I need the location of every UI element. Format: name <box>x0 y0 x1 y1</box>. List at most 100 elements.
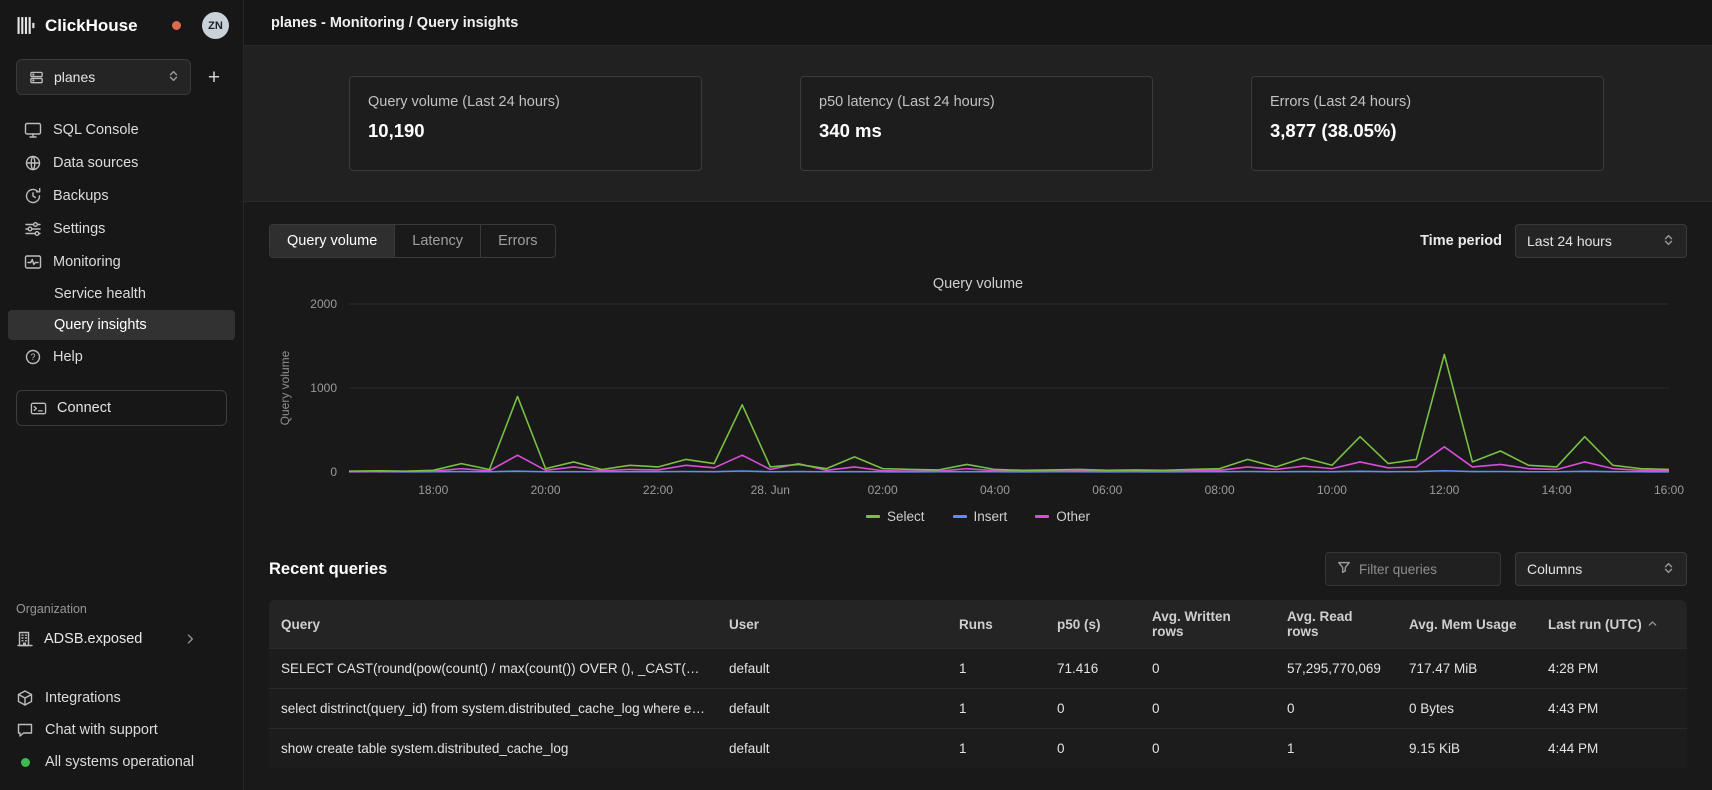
chart-title: Query volume <box>932 276 1024 292</box>
sidebar-item-query-insights[interactable]: Query insights <box>8 310 235 340</box>
sidebar-item-backups[interactable]: Backups <box>8 180 235 212</box>
cell-runs: 1 <box>947 648 1045 689</box>
sort-ascending-icon <box>1647 617 1658 632</box>
svg-text:Query volume: Query volume <box>278 350 292 425</box>
sidebar-item-label: Monitoring <box>53 254 121 270</box>
legend-swatch-insert <box>952 515 967 518</box>
svg-text:18:00: 18:00 <box>418 483 448 497</box>
stat-value: 340 ms <box>819 120 882 141</box>
filter-queries-input[interactable] <box>1359 561 1489 577</box>
tab-query-volume[interactable]: Query volume <box>270 225 396 257</box>
table-row[interactable]: SELECT CAST(round(pow(count() / max(coun… <box>269 648 1687 689</box>
table-row[interactable]: select distrinct(query_id) from system.d… <box>269 688 1687 729</box>
column-header-user[interactable]: User <box>717 600 947 649</box>
sidebar-item-label: Settings <box>53 221 106 237</box>
sidebar-item-service-health[interactable]: Service health <box>8 279 235 309</box>
legend-swatch-select <box>865 515 880 518</box>
sidebar-item-monitoring[interactable]: Monitoring <box>8 246 235 278</box>
stat-label: p50 latency (Last 24 hours) <box>819 94 995 110</box>
sidebar-item-integrations[interactable]: Integrations <box>0 682 243 714</box>
legend-label: Insert <box>973 509 1008 524</box>
recent-queries-tools: Columns <box>1325 552 1687 586</box>
legend-label: Other <box>1056 509 1091 524</box>
sidebar-item-settings[interactable]: Settings <box>8 213 235 245</box>
svg-text:1000: 1000 <box>310 381 337 395</box>
column-header-avg-read-rows[interactable]: Avg. Read rows <box>1275 600 1397 649</box>
sidebar-item-label: Backups <box>53 188 109 204</box>
column-header-runs[interactable]: Runs <box>947 600 1045 649</box>
time-period-control: Time period Last 24 hours <box>1420 224 1687 258</box>
stat-card-errors: Errors (Last 24 hours) 3,877 (38.05%) <box>1251 76 1604 171</box>
sidebar-item-data-sources[interactable]: Data sources <box>8 147 235 179</box>
sidebar-item-sql-console[interactable]: SQL Console <box>8 114 235 146</box>
data-sources-icon <box>24 154 42 172</box>
chevron-updown-icon <box>1662 233 1675 250</box>
recent-queries-section: Recent queries Columns <box>269 552 1687 768</box>
page-title: planes - Monitoring / Query insights <box>271 14 519 31</box>
legend-item-other: Other <box>1035 509 1090 524</box>
sidebar-item-chat-support[interactable]: Chat with support <box>0 714 243 746</box>
cell-query: SELECT CAST(round(pow(count() / max(coun… <box>269 648 717 689</box>
table-row[interactable]: show create table system.distributed_cac… <box>269 728 1687 768</box>
add-service-button[interactable]: + <box>199 61 229 93</box>
service-name: planes <box>54 69 96 85</box>
stats-band: Query volume (Last 24 hours) 10,190 p50 … <box>244 46 1712 202</box>
cell-last-run: 4:43 PM <box>1536 688 1687 729</box>
sidebar-item-label: All systems operational <box>45 754 195 770</box>
svg-text:20:00: 20:00 <box>531 483 561 497</box>
sidebar-footer: Integrations Chat with support All syste… <box>0 682 243 790</box>
service-row: planes + <box>0 49 243 103</box>
columns-select[interactable]: Columns <box>1515 552 1687 586</box>
cell-last-run: 4:44 PM <box>1536 728 1687 768</box>
stat-label: Errors (Last 24 hours) <box>1270 94 1412 110</box>
integrations-icon <box>16 689 34 707</box>
column-header-query[interactable]: Query <box>269 600 717 649</box>
svg-text:06:00: 06:00 <box>1092 483 1122 497</box>
tab-errors[interactable]: Errors <box>498 233 538 249</box>
organization-label: Organization <box>16 602 87 616</box>
backups-icon <box>24 187 42 205</box>
organization-name: ADSB.exposed <box>44 631 143 647</box>
main-area: planes - Monitoring / Query insights Que… <box>244 0 1712 790</box>
organization-item[interactable]: ADSB.exposed <box>0 624 243 654</box>
stat-label: Query volume (Last 24 hours) <box>368 94 560 110</box>
stat-card-query-volume: Query volume (Last 24 hours) 10,190 <box>349 76 702 171</box>
chart-section: Query volume 0 1000 2000 18:00 20:00 22:00 28.… <box>269 276 1687 524</box>
column-header-label: Last run (UTC) <box>1548 616 1642 632</box>
topbar: planes - Monitoring / Query insights <box>244 0 1712 46</box>
sidebar-item-label: Service health <box>54 286 146 302</box>
cell-avg-mem-usage: 717.47 MiB <box>1397 648 1536 689</box>
column-header-last-run[interactable]: Last run (UTC) <box>1536 600 1687 649</box>
service-selector[interactable]: planes <box>16 59 191 95</box>
table-header-row: Query User Runs p50 (s) Avg. Written row… <box>269 600 1687 649</box>
avatar[interactable]: ZN <box>202 12 229 39</box>
connect-button[interactable]: Connect <box>16 390 227 426</box>
column-header-avg-mem-usage[interactable]: Avg. Mem Usage <box>1397 600 1536 649</box>
stat-value: 10,190 <box>368 120 425 141</box>
time-period-select[interactable]: Last 24 hours <box>1515 224 1687 258</box>
sidebar-item-label: Integrations <box>45 690 121 706</box>
columns-label: Columns <box>1527 561 1583 577</box>
cell-avg-written-rows: 0 <box>1140 688 1275 729</box>
cell-query: select distrinct(query_id) from system.d… <box>269 688 717 729</box>
tab-latency[interactable]: Latency <box>395 225 482 257</box>
sidebar: ClickHouse ZN planes <box>0 0 244 790</box>
sidebar-item-help[interactable]: ? Help <box>8 341 235 373</box>
cell-avg-read-rows: 57,295,770,069 <box>1275 648 1397 689</box>
stat-card-p50-latency: p50 latency (Last 24 hours) 340 ms <box>800 76 1153 171</box>
svg-text:?: ? <box>30 352 35 362</box>
chevron-updown-icon <box>167 69 180 86</box>
column-header-p50[interactable]: p50 (s) <box>1045 600 1140 649</box>
clickhouse-logo-icon[interactable] <box>16 16 36 36</box>
sidebar-item-system-status[interactable]: All systems operational <box>0 746 243 778</box>
svg-text:28. Jun: 28. Jun <box>751 483 790 497</box>
cell-p50: 0 <box>1045 688 1140 729</box>
funnel-icon <box>1337 560 1351 579</box>
cell-avg-read-rows: 0 <box>1275 688 1397 729</box>
sidebar-item-label: Query insights <box>54 317 147 333</box>
svg-text:14:00: 14:00 <box>1542 483 1572 497</box>
column-header-avg-written-rows[interactable]: Avg. Written rows <box>1140 600 1275 649</box>
svg-text:16:00: 16:00 <box>1654 483 1684 497</box>
monitoring-icon <box>24 253 42 271</box>
